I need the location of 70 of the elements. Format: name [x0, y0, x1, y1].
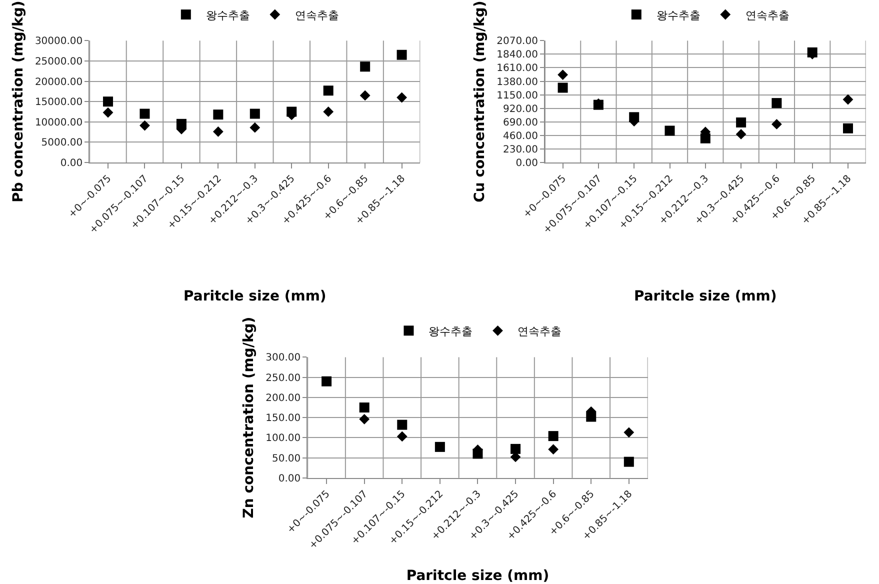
y-tick-label: 5000.00 [41, 138, 83, 149]
y-tick-label: 0.00 [60, 158, 83, 169]
point [558, 70, 568, 80]
x-axis-title: Paritcle size (mm) [406, 568, 550, 584]
y-tick-label: 100.00 [266, 433, 301, 444]
point [140, 120, 150, 131]
y-tick-label: 1610.00 [496, 63, 538, 74]
y-axis-title: Pb concentration (mg/kg) [10, 0, 27, 202]
y-tick-label: 460.00 [502, 130, 538, 142]
point [103, 96, 114, 107]
point [397, 420, 408, 430]
point [322, 376, 332, 386]
point [736, 117, 746, 128]
y-tick-label: 20000.00 [34, 76, 83, 88]
legend-label: 왕수추출 [656, 8, 700, 22]
legend-label: 연속추출 [294, 8, 339, 22]
point [548, 431, 558, 442]
legend-label: 연속추출 [745, 8, 790, 22]
point [771, 119, 782, 130]
y-axis-title: Zn concentration (mg/kg) [241, 316, 258, 518]
point [624, 456, 634, 467]
point [548, 444, 559, 455]
point [396, 431, 408, 442]
point [140, 108, 150, 119]
point [510, 444, 521, 454]
y-axis-title: Cu concentration (mg/kg) [472, 0, 488, 202]
legend-label: 연속추출 [518, 324, 562, 338]
y-tick-label: 25000.00 [34, 56, 83, 68]
point [359, 414, 370, 424]
point [396, 92, 407, 103]
point [360, 90, 370, 101]
point [360, 62, 370, 72]
y-tick-label: 920.00 [502, 104, 538, 115]
y-tick-label: 690.00 [502, 117, 538, 128]
point [736, 129, 746, 140]
y-tick-label: 200.00 [266, 392, 301, 404]
point [842, 94, 854, 105]
point [250, 122, 260, 133]
point [396, 50, 407, 60]
y-tick-label: 0.00 [516, 158, 538, 169]
point [664, 126, 675, 136]
point [323, 86, 334, 96]
legend-label: 왕수추출 [428, 324, 473, 338]
y-tick-label: 1840.00 [496, 50, 538, 61]
y-tick-label: 1150.00 [496, 90, 538, 102]
y-tick-label: 150.00 [266, 413, 301, 424]
point [102, 107, 114, 118]
point [842, 123, 853, 134]
point [359, 402, 370, 412]
legend-label: 왕수추출 [206, 8, 250, 22]
y-tick-label: 10000.00 [34, 117, 83, 128]
point [323, 106, 334, 117]
point [624, 427, 634, 438]
y-tick-label: 300.00 [266, 352, 301, 364]
y-tick-label: 30000.00 [34, 36, 83, 48]
y-tick-label: 1380.00 [496, 76, 538, 88]
point [212, 126, 224, 137]
y-tick-label: 230.00 [502, 144, 538, 156]
y-tick-label: 2070.00 [496, 36, 538, 48]
point [213, 110, 224, 120]
point [434, 442, 445, 452]
y-tick-label: 250.00 [266, 372, 301, 384]
y-tick-label: 15000.00 [34, 97, 83, 108]
x-axis-title: Paritcle size (mm) [183, 288, 326, 304]
point [250, 108, 260, 119]
y-tick-label: 50.00 [272, 453, 301, 464]
point [558, 82, 568, 93]
y-tick-label: 0.00 [278, 473, 301, 484]
point [772, 98, 782, 108]
x-axis-title: Paritcle size (mm) [634, 288, 777, 304]
